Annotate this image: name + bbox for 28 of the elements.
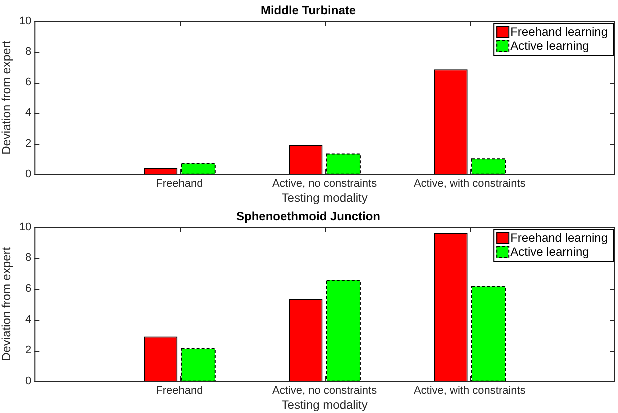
legend-label: Active learning (510, 39, 590, 54)
y-tick-label: 10 (19, 15, 32, 28)
y-tick-label: 2 (26, 138, 32, 150)
y-tick-label: 0 (26, 168, 32, 180)
legend-label: Freehand learning (510, 231, 608, 246)
chart-title: Sphenoethmoid Junction (236, 210, 380, 224)
y-axis-title: Deviation from expert (0, 246, 14, 362)
x-tick-label: Active, with constraints (414, 385, 526, 398)
y-tick-label: 2 (26, 344, 32, 357)
x-axis-title: Testing modality (282, 398, 368, 412)
legend-label: Freehand learning (510, 25, 608, 40)
x-tick-label: Freehand (156, 385, 204, 398)
y-tick-label: 8 (26, 46, 32, 58)
legend-label: Active learning (510, 245, 590, 260)
y-tick-label: 10 (19, 221, 32, 234)
x-tick-label: Active, no constraints (272, 385, 378, 398)
y-tick-label: 4 (26, 107, 32, 120)
y-tick-label: 4 (26, 314, 32, 326)
chart-title: Middle Turbinate (260, 4, 356, 18)
x-tick-label: Active, with constraints (414, 178, 526, 190)
y-tick-label: 6 (26, 76, 32, 89)
y-axis-title: Deviation from expert (0, 40, 14, 155)
x-tick-label: Active, no constraints (272, 178, 378, 190)
y-tick-label: 8 (26, 252, 32, 264)
y-tick-label: 6 (26, 283, 32, 296)
y-tick-label: 0 (26, 375, 32, 388)
x-tick-label: Freehand (156, 178, 204, 190)
x-axis-title: Testing modality (282, 191, 368, 206)
